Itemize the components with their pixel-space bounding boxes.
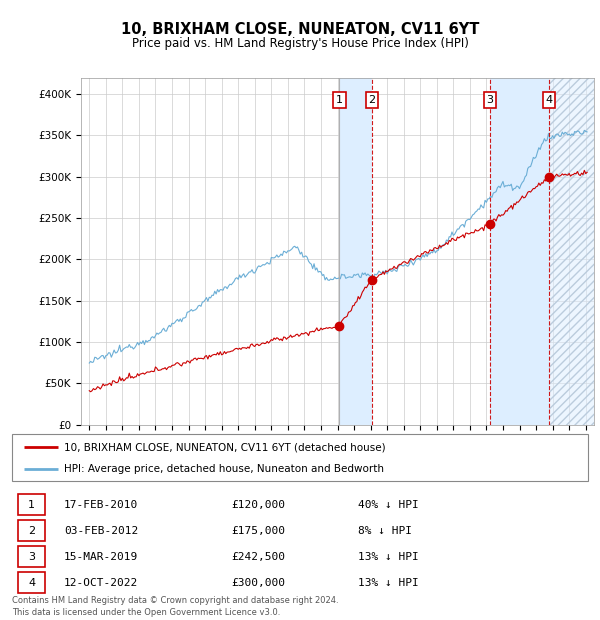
Text: 15-MAR-2019: 15-MAR-2019 (64, 552, 138, 562)
Text: 40% ↓ HPI: 40% ↓ HPI (358, 500, 418, 510)
Text: £175,000: £175,000 (231, 526, 285, 536)
Text: 8% ↓ HPI: 8% ↓ HPI (358, 526, 412, 536)
Text: 2: 2 (368, 95, 376, 105)
Text: 1: 1 (28, 500, 35, 510)
Text: 3: 3 (28, 552, 35, 562)
Text: £120,000: £120,000 (231, 500, 285, 510)
FancyBboxPatch shape (12, 434, 588, 481)
Text: Price paid vs. HM Land Registry's House Price Index (HPI): Price paid vs. HM Land Registry's House … (131, 37, 469, 50)
Text: 4: 4 (28, 578, 35, 588)
Text: 4: 4 (545, 95, 553, 105)
Text: 10, BRIXHAM CLOSE, NUNEATON, CV11 6YT (detached house): 10, BRIXHAM CLOSE, NUNEATON, CV11 6YT (d… (64, 442, 385, 452)
Text: 3: 3 (487, 95, 493, 105)
FancyBboxPatch shape (18, 494, 46, 515)
Text: 03-FEB-2012: 03-FEB-2012 (64, 526, 138, 536)
Text: 13% ↓ HPI: 13% ↓ HPI (358, 578, 418, 588)
Bar (549, 78, 594, 425)
Text: £300,000: £300,000 (231, 578, 285, 588)
Text: 13% ↓ HPI: 13% ↓ HPI (358, 552, 418, 562)
Text: 10, BRIXHAM CLOSE, NUNEATON, CV11 6YT: 10, BRIXHAM CLOSE, NUNEATON, CV11 6YT (121, 22, 479, 37)
Bar (549, 78, 594, 425)
FancyBboxPatch shape (18, 572, 46, 593)
Bar (340, 78, 372, 425)
Text: 1: 1 (336, 95, 343, 105)
FancyBboxPatch shape (18, 546, 46, 567)
Bar (490, 78, 549, 425)
Text: HPI: Average price, detached house, Nuneaton and Bedworth: HPI: Average price, detached house, Nune… (64, 464, 384, 474)
FancyBboxPatch shape (18, 520, 46, 541)
Text: Contains HM Land Registry data © Crown copyright and database right 2024.
This d: Contains HM Land Registry data © Crown c… (12, 596, 338, 617)
Text: 17-FEB-2010: 17-FEB-2010 (64, 500, 138, 510)
Text: 12-OCT-2022: 12-OCT-2022 (64, 578, 138, 588)
Text: £242,500: £242,500 (231, 552, 285, 562)
Text: 2: 2 (28, 526, 35, 536)
